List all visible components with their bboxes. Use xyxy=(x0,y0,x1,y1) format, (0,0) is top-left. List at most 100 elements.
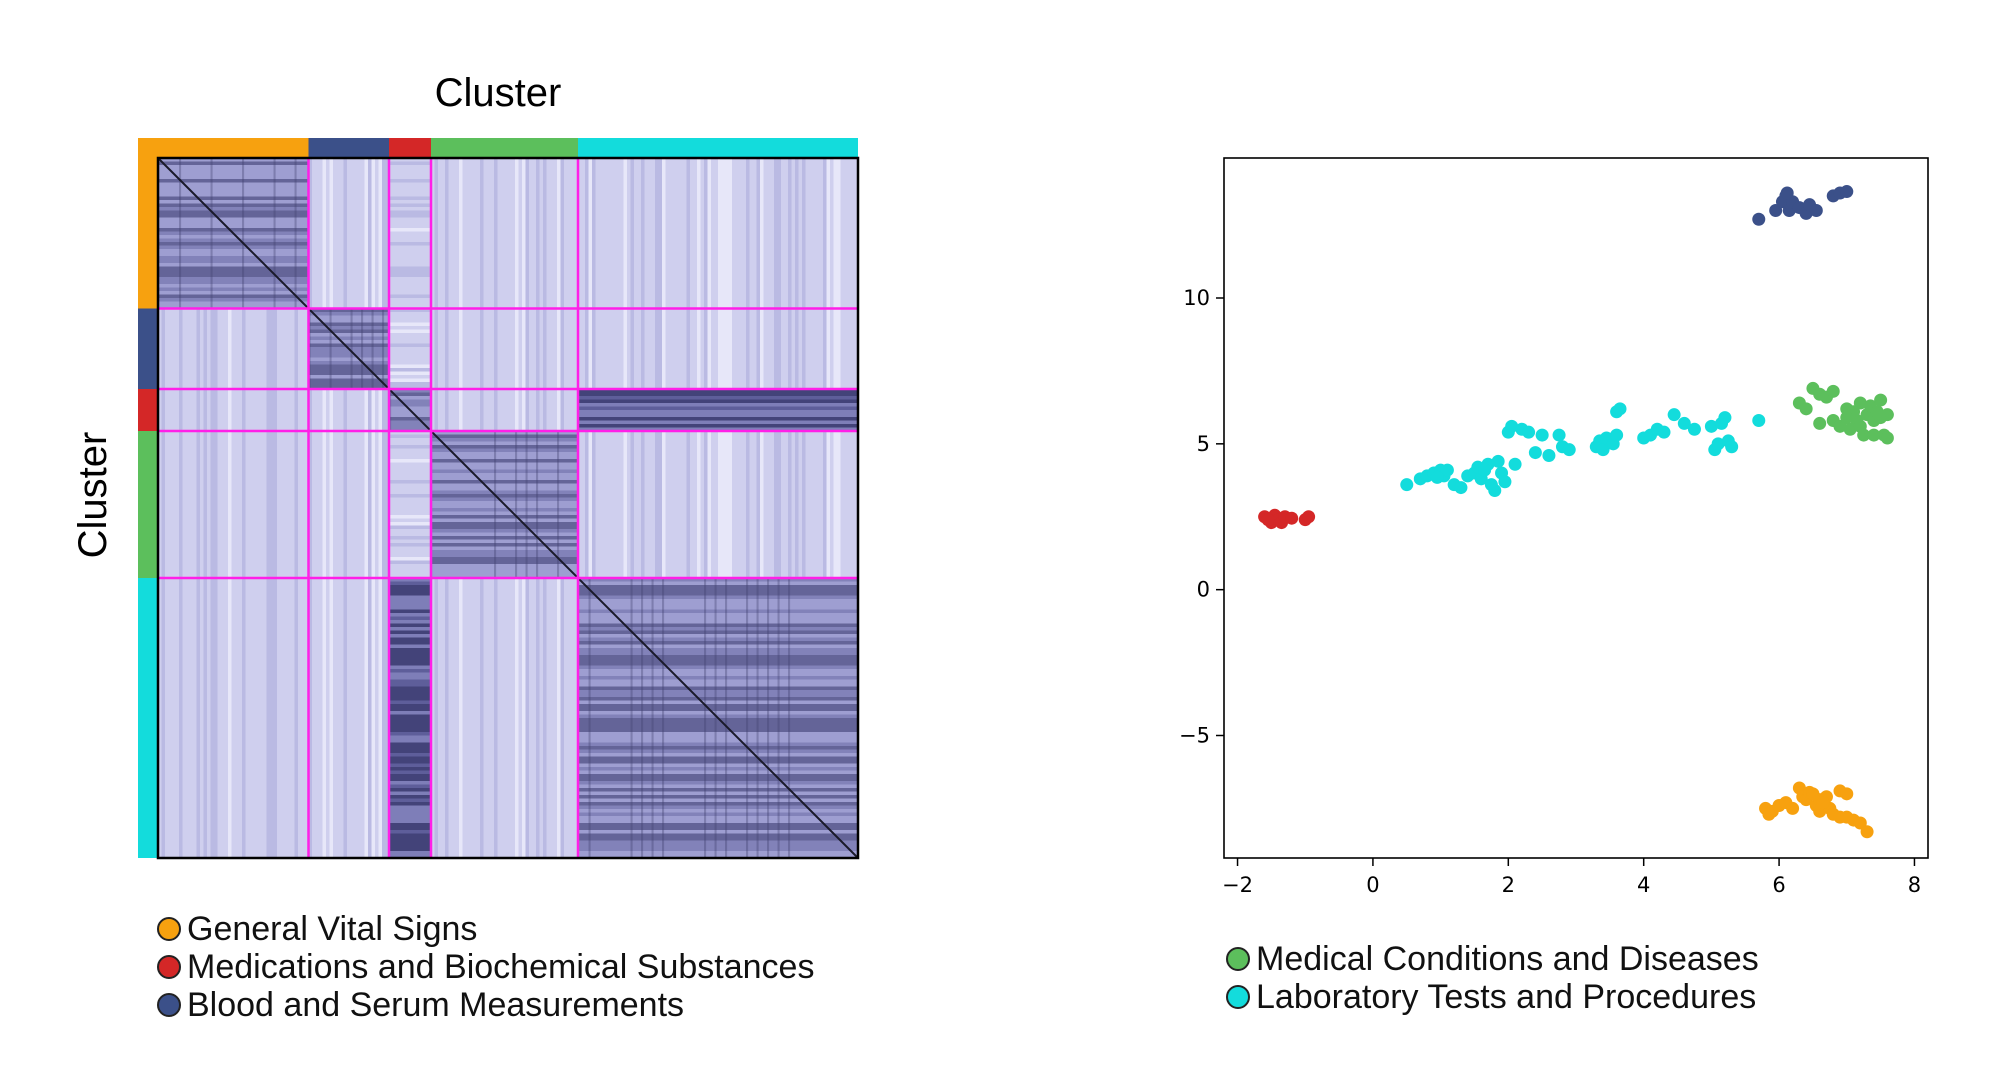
matrix-stripe xyxy=(655,431,659,578)
heatmap-panel: Cluster Cluster xyxy=(71,71,860,860)
matrix-stripe xyxy=(308,361,389,365)
matrix-stripe xyxy=(389,711,431,715)
matrix-stripe xyxy=(728,431,732,578)
matrix-stripe xyxy=(725,158,729,309)
scatter-point xyxy=(1826,384,1840,398)
matrix-stripe xyxy=(389,294,431,298)
matrix-stripe xyxy=(662,158,666,309)
matrix-stripe xyxy=(273,431,277,578)
block-fill xyxy=(158,389,309,431)
matrix-stripe xyxy=(389,595,431,599)
matrix-stripe xyxy=(658,431,662,578)
matrix-diagonal xyxy=(157,157,859,859)
scatter-point xyxy=(1522,425,1536,439)
matrix-stripe xyxy=(389,756,431,760)
scatter-point xyxy=(1880,408,1894,422)
matrix-stripe xyxy=(389,655,431,659)
matrix-stripe xyxy=(389,728,431,732)
matrix-stripe xyxy=(578,413,858,417)
block-fill xyxy=(308,431,389,578)
matrix-stripe xyxy=(389,658,431,662)
matrix-stripe xyxy=(431,434,578,438)
matrix-stripe xyxy=(704,308,708,389)
matrix-stripe xyxy=(389,816,431,820)
matrix-stripe xyxy=(308,364,389,368)
matrix-stripe xyxy=(578,728,858,732)
matrix-stripe xyxy=(588,578,591,858)
matrix-stripe xyxy=(389,578,431,582)
matrix-stripe xyxy=(578,826,858,830)
matrix-stripe xyxy=(389,781,431,785)
x-tick-label: 4 xyxy=(1637,873,1650,897)
matrix-stripe xyxy=(158,287,309,291)
matrix-stripe xyxy=(431,459,578,463)
matrix-stripe xyxy=(158,203,309,207)
matrix-stripe xyxy=(536,308,540,389)
block-fill xyxy=(158,308,309,389)
matrix-block xyxy=(308,158,389,309)
matrix-stripe xyxy=(662,308,666,389)
matrix-stripe xyxy=(158,228,309,232)
matrix-stripe xyxy=(389,525,431,529)
matrix-stripe xyxy=(434,389,438,431)
legend-label: Medical Conditions and Diseases xyxy=(1256,939,1759,978)
legend-marker xyxy=(1226,947,1250,971)
matrix-stripe xyxy=(273,389,277,431)
legend-item-blood-and-serum-measurements: Blood and Serum Measurements xyxy=(157,986,814,1024)
matrix-stripe xyxy=(623,158,627,309)
matrix-stripe xyxy=(389,802,431,806)
matrix-stripe xyxy=(308,350,389,354)
matrix-stripe xyxy=(161,578,165,858)
matrix-stripe xyxy=(389,714,431,718)
scatter-point xyxy=(1440,463,1454,477)
matrix-stripe xyxy=(210,308,214,389)
matrix-stripe xyxy=(389,588,431,592)
matrix-stripe xyxy=(210,431,214,578)
matrix-stripe xyxy=(266,578,270,858)
matrix-stripe xyxy=(385,158,389,309)
scatter-point xyxy=(1853,419,1867,433)
matrix-stripe xyxy=(837,431,841,578)
matrix-stripe xyxy=(389,399,431,403)
matrix-stripe xyxy=(242,158,245,309)
matrix-block xyxy=(308,578,389,858)
matrix-stripe xyxy=(385,389,389,431)
matrix-stripe xyxy=(557,158,561,309)
matrix-stripe xyxy=(210,389,214,431)
matrix-stripe xyxy=(203,578,207,858)
matrix-stripe xyxy=(389,434,431,438)
block-fill xyxy=(389,308,431,389)
cluster-bar-left-general-vital-signs xyxy=(138,158,158,309)
matrix-stripe xyxy=(833,158,837,309)
matrix-stripe xyxy=(578,774,858,778)
matrix-stripe xyxy=(578,697,858,701)
similarity-matrix xyxy=(157,157,859,859)
matrix-stripe xyxy=(389,809,431,813)
matrix-stripe xyxy=(525,158,529,309)
matrix-stripe xyxy=(756,431,760,578)
matrix-stripe xyxy=(515,158,519,309)
matrix-stripe xyxy=(389,739,431,743)
matrix-stripe xyxy=(389,179,431,183)
matrix-stripe xyxy=(158,214,309,218)
matrix-stripe xyxy=(578,655,858,659)
matrix-stripe xyxy=(294,158,297,309)
matrix-stripe xyxy=(158,238,309,242)
matrix-stripe xyxy=(389,445,431,449)
matrix-stripe xyxy=(578,588,858,592)
matrix-stripe xyxy=(578,637,858,641)
matrix-stripe xyxy=(494,431,497,578)
matrix-block xyxy=(158,431,309,578)
matrix-stripe xyxy=(826,158,830,309)
matrix-stripe xyxy=(560,308,564,389)
matrix-stripe xyxy=(728,158,732,309)
matrix-stripe xyxy=(158,245,309,249)
matrix-stripe xyxy=(308,382,389,386)
matrix-stripe xyxy=(389,791,431,795)
scatter-point xyxy=(1833,419,1847,433)
scatter-point xyxy=(1711,437,1725,451)
matrix-stripe xyxy=(760,308,764,389)
matrix-block xyxy=(431,158,578,309)
matrix-stripe xyxy=(308,371,389,375)
matrix-stripe xyxy=(308,578,312,858)
